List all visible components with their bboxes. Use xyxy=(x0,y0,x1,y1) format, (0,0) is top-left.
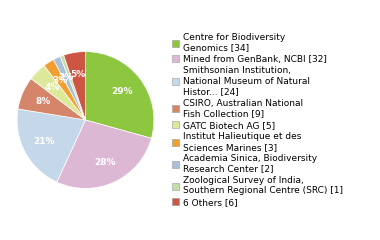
Wedge shape xyxy=(86,52,154,138)
Wedge shape xyxy=(18,79,86,120)
Text: 3%: 3% xyxy=(53,76,68,85)
Text: 28%: 28% xyxy=(94,158,116,167)
Text: 8%: 8% xyxy=(35,97,51,106)
Text: 29%: 29% xyxy=(112,87,133,96)
Wedge shape xyxy=(57,120,151,188)
Wedge shape xyxy=(64,52,86,120)
Wedge shape xyxy=(60,55,86,120)
Text: 5%: 5% xyxy=(70,70,86,79)
Wedge shape xyxy=(44,60,86,120)
Wedge shape xyxy=(17,109,85,182)
Legend: Centre for Biodiversity
Genomics [34], Mined from GenBank, NCBI [32], Smithsonia: Centre for Biodiversity Genomics [34], M… xyxy=(172,33,342,207)
Wedge shape xyxy=(31,66,86,120)
Text: 2%: 2% xyxy=(59,73,74,82)
Text: 21%: 21% xyxy=(34,137,55,146)
Text: 4%: 4% xyxy=(45,83,60,92)
Wedge shape xyxy=(54,56,86,120)
